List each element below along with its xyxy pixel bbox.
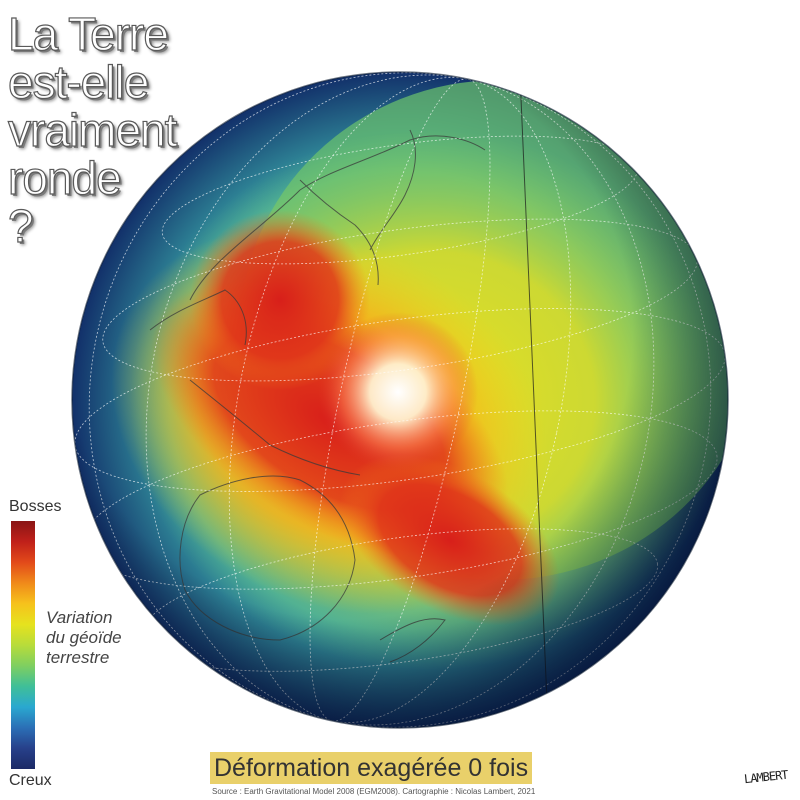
legend-caption-line: du géoïde	[46, 628, 122, 647]
title-line: est-elle	[7, 56, 149, 108]
deformation-label: Déformation exagérée 0 fois	[210, 752, 533, 784]
legend-top-label: Bosses	[9, 498, 62, 515]
legend-color-bar	[11, 521, 35, 769]
legend-caption: Variation du géoïde terrestre	[46, 608, 122, 668]
map-title: La Terre est-elle vraiment ronde ?	[7, 8, 268, 252]
title-line: La Terre	[7, 8, 169, 60]
legend-bottom-label: Creux	[9, 772, 52, 789]
title-line: ?	[7, 200, 34, 252]
source-credit: Source : Earth Gravitational Model 2008 …	[212, 787, 536, 796]
title-line: ronde	[7, 152, 122, 204]
title-line: vraiment	[7, 104, 178, 156]
globe-outline	[71, 71, 729, 729]
legend-caption-line: Variation	[46, 608, 113, 627]
legend-caption-line: terrestre	[46, 648, 110, 667]
